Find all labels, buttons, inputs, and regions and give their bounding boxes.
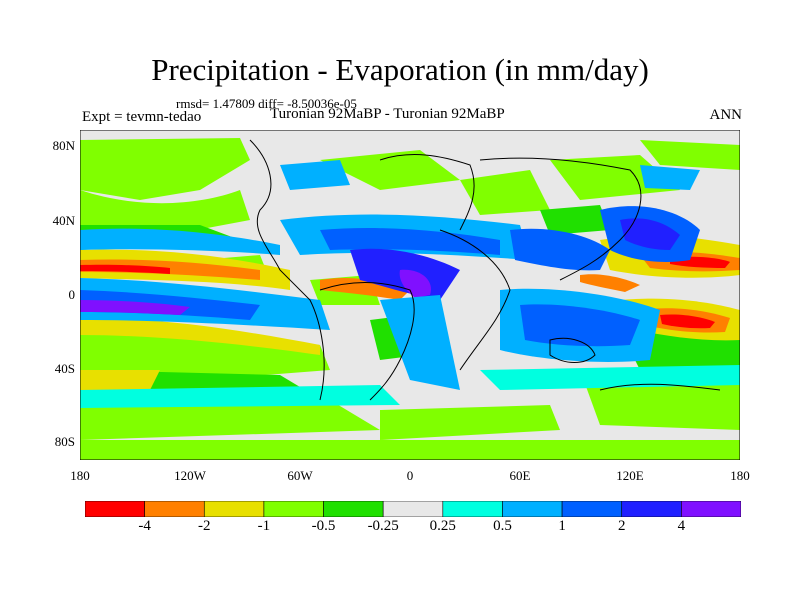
colorbar-label: 2 <box>617 518 626 534</box>
season-label: ANN <box>709 107 743 123</box>
colorbar-swatch <box>203 501 265 517</box>
stats-text: rmsd= 1.47809 diff= -8.50036e-05 <box>176 96 357 111</box>
colorbar-label: -0.25 <box>367 518 399 534</box>
coastlines <box>249 139 721 401</box>
lon-tick-0: 0 <box>406 468 414 483</box>
experiment-label: Expt = tevmn-tedao <box>82 109 202 125</box>
lon-tick-120w: 120W <box>174 468 206 483</box>
lat-tick-40s: 40S <box>54 361 75 376</box>
colorbar-swatch <box>85 501 145 517</box>
colorbar-swatch <box>561 501 623 517</box>
positive-regions <box>80 160 740 408</box>
negative-regions-warm <box>80 235 740 392</box>
lat-tick-40n: 40N <box>52 213 75 228</box>
lat-tick-80s: 80S <box>54 434 75 449</box>
chart-title: Precipitation - Evaporation (in mm/day) <box>151 52 649 87</box>
colorbar <box>85 501 741 517</box>
lon-tick-120e: 120E <box>616 468 644 483</box>
lon-tick-60e: 60E <box>509 468 531 483</box>
lon-tick-60w: 60W <box>287 468 313 483</box>
colorbar-label: 4 <box>677 518 686 534</box>
lat-tick-80n: 80N <box>52 138 75 153</box>
experiment-names: Turonian 92MaBP - Turonian 92MaBP <box>270 106 505 122</box>
colorbar-label: -1 <box>257 518 271 534</box>
colorbar-label: -4 <box>138 518 151 534</box>
lat-tick-0: 0 <box>68 287 76 302</box>
colorbar-swatch <box>502 501 563 517</box>
colorbar-label: -0.5 <box>311 518 336 534</box>
colorbar-swatch <box>263 501 324 517</box>
colorbar-label: 1 <box>558 518 566 534</box>
colorbar-swatch <box>144 501 205 517</box>
colorbar-label: 0.25 <box>429 518 456 534</box>
colorbar-swatch <box>621 501 682 517</box>
colorbar-swatch <box>442 501 503 517</box>
colorbar-label: 0.5 <box>493 518 512 534</box>
lon-tick-180e: 180 <box>730 468 750 483</box>
colorbar-swatch <box>382 501 444 517</box>
lon-tick-180w: 180 <box>70 468 90 483</box>
colorbar-swatch <box>681 501 741 517</box>
colorbar-swatch <box>323 501 384 517</box>
colorbar-label: -2 <box>198 518 211 534</box>
precipitation-map <box>80 130 740 460</box>
